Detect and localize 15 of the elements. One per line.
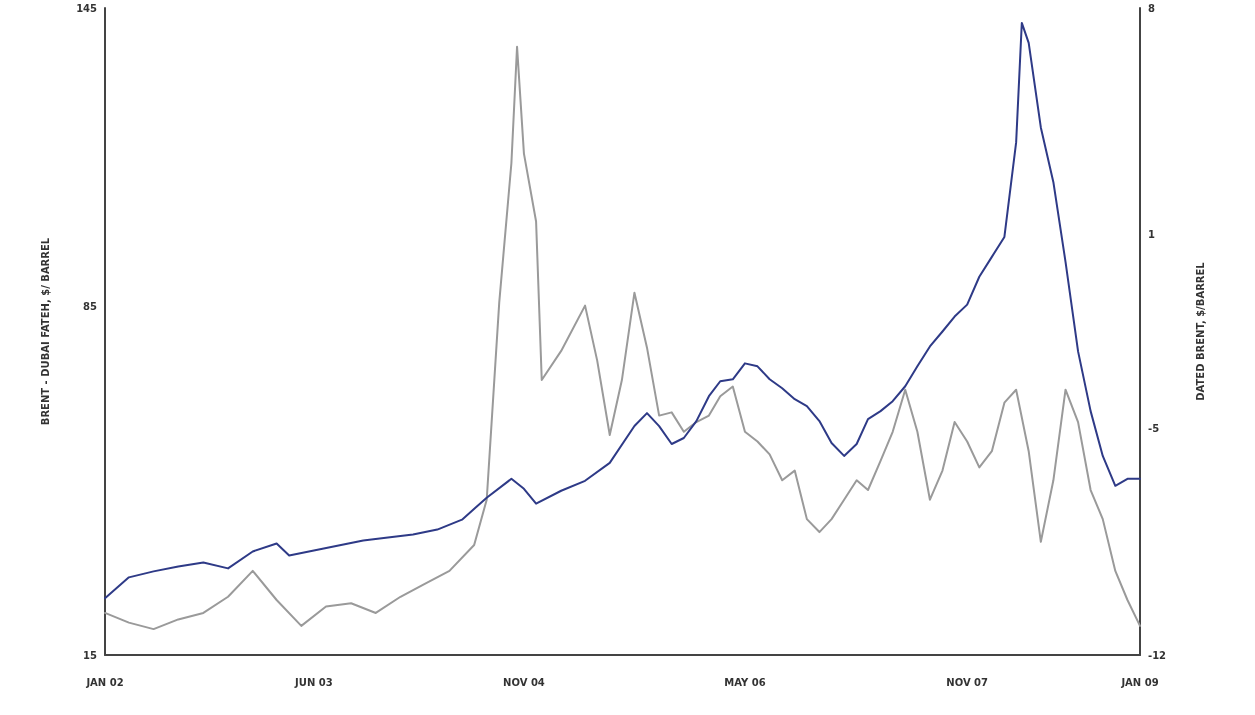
y2-axis-title: DATED BRENT, $/BARREL [1194,261,1206,401]
x-tick-label: NOV 07 [946,676,989,688]
y-tick-label: 145 [76,2,98,14]
y2-tick-label: 8 [1148,2,1155,14]
x-tick-label: JAN 09 [1120,676,1159,688]
x-tick-label: JAN 02 [85,676,124,688]
x-tick-label: NOV 04 [503,676,545,688]
x-tick-label: JUN 03 [294,676,333,688]
y2-tick-label: -5 [1148,423,1160,435]
y2-tick-label: -12 [1148,649,1167,661]
x-tick-label: MAY 06 [724,676,766,688]
y2-tick-label: 1 [1148,228,1155,240]
y-tick-label: 85 [83,301,98,313]
y-axis-title: BRENT - DUBAI FATEH, $/ BARREL [39,237,51,426]
y-tick-label: 15 [83,649,98,661]
